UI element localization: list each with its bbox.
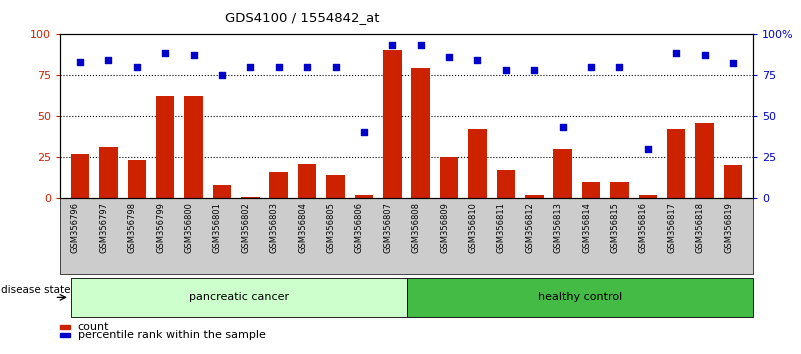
Bar <box>213 185 231 198</box>
Text: healthy control: healthy control <box>537 292 622 302</box>
Text: GSM356815: GSM356815 <box>610 202 619 253</box>
Text: GSM356811: GSM356811 <box>497 202 506 253</box>
Point <box>556 125 569 130</box>
Point <box>102 57 115 63</box>
Bar <box>70 154 89 198</box>
Point <box>642 146 654 152</box>
Bar <box>298 164 316 198</box>
Bar <box>440 157 458 198</box>
Text: GSM356800: GSM356800 <box>184 202 194 253</box>
Text: GSM356814: GSM356814 <box>582 202 591 253</box>
Bar <box>127 160 146 198</box>
Text: pancreatic cancer: pancreatic cancer <box>189 292 289 302</box>
Point <box>329 64 342 69</box>
Point <box>528 67 541 73</box>
Point <box>727 61 739 66</box>
Bar <box>412 68 430 198</box>
Bar <box>582 182 600 198</box>
Text: percentile rank within the sample: percentile rank within the sample <box>78 330 266 340</box>
Text: GSM356804: GSM356804 <box>298 202 307 253</box>
Text: GSM356808: GSM356808 <box>412 202 421 253</box>
Bar <box>610 182 629 198</box>
Bar <box>553 149 572 198</box>
Point <box>357 130 370 135</box>
Point <box>159 51 171 56</box>
Point <box>443 54 456 59</box>
Bar <box>184 96 203 198</box>
Text: GSM356803: GSM356803 <box>270 202 279 253</box>
Text: GSM356799: GSM356799 <box>156 202 165 253</box>
Point <box>613 64 626 69</box>
Point <box>585 64 598 69</box>
Point <box>187 52 200 58</box>
Text: count: count <box>78 322 109 332</box>
Bar <box>497 170 515 198</box>
Point <box>500 67 513 73</box>
Bar <box>355 195 373 198</box>
Point <box>471 57 484 63</box>
Text: GSM356798: GSM356798 <box>127 202 137 253</box>
Point <box>698 52 711 58</box>
Text: GSM356813: GSM356813 <box>553 202 562 253</box>
Point <box>215 72 228 78</box>
Bar <box>156 96 175 198</box>
Text: GSM356807: GSM356807 <box>384 202 392 253</box>
Bar <box>667 129 686 198</box>
Bar <box>525 195 544 198</box>
Point <box>300 64 313 69</box>
Bar <box>241 196 260 198</box>
Text: GSM356819: GSM356819 <box>724 202 733 253</box>
Text: GDS4100 / 1554842_at: GDS4100 / 1554842_at <box>225 11 380 24</box>
Point <box>272 64 285 69</box>
Point <box>74 59 87 64</box>
Text: GSM356809: GSM356809 <box>440 202 449 253</box>
Point <box>670 51 682 56</box>
Bar <box>383 50 401 198</box>
Point <box>414 42 427 48</box>
Bar <box>724 165 743 198</box>
Bar <box>638 195 657 198</box>
Bar <box>695 122 714 198</box>
Bar <box>269 172 288 198</box>
Text: GSM356806: GSM356806 <box>355 202 364 253</box>
Text: GSM356801: GSM356801 <box>213 202 222 253</box>
Text: GSM356802: GSM356802 <box>241 202 251 253</box>
Text: GSM356812: GSM356812 <box>525 202 534 253</box>
Text: GSM356796: GSM356796 <box>71 202 80 253</box>
Point <box>386 42 399 48</box>
Bar <box>99 147 118 198</box>
Text: GSM356805: GSM356805 <box>327 202 336 253</box>
Text: GSM356810: GSM356810 <box>469 202 477 253</box>
Text: GSM356797: GSM356797 <box>99 202 108 253</box>
Point <box>131 64 143 69</box>
Bar <box>326 175 344 198</box>
Text: GSM356818: GSM356818 <box>695 202 705 253</box>
Text: disease state: disease state <box>1 285 70 295</box>
Text: GSM356816: GSM356816 <box>639 202 648 253</box>
Text: GSM356817: GSM356817 <box>667 202 676 253</box>
Point <box>244 64 257 69</box>
Bar <box>469 129 487 198</box>
